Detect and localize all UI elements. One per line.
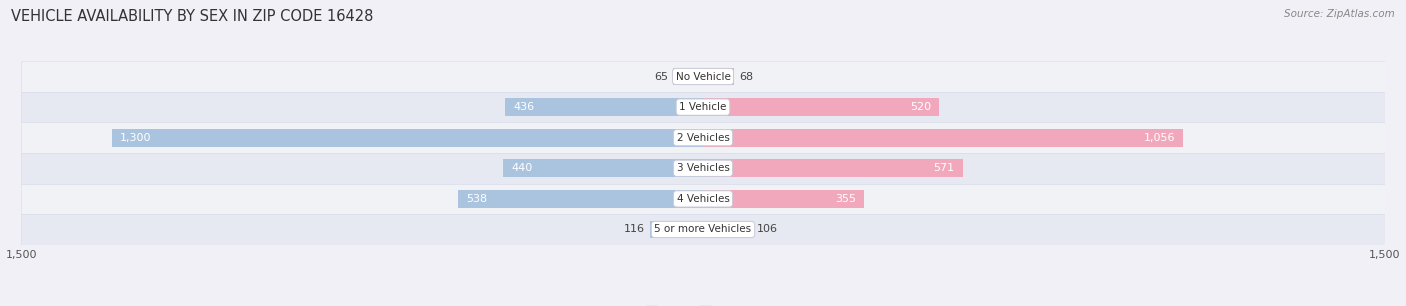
Bar (673, 68, 703, 85)
Bar (650, 221, 703, 238)
Text: 106: 106 (756, 225, 778, 234)
Text: 4 Vehicles: 4 Vehicles (676, 194, 730, 204)
Text: 2 Vehicles: 2 Vehicles (676, 133, 730, 143)
Text: 520: 520 (910, 102, 931, 112)
Text: Source: ZipAtlas.com: Source: ZipAtlas.com (1284, 9, 1395, 19)
Bar (703, 129, 1182, 147)
Text: 571: 571 (934, 163, 955, 173)
Bar (21, 61, 1385, 92)
Bar (703, 159, 963, 177)
Text: 440: 440 (512, 163, 533, 173)
Text: 65: 65 (654, 72, 668, 81)
Text: 355: 355 (835, 194, 856, 204)
Text: 3 Vehicles: 3 Vehicles (676, 163, 730, 173)
Bar (21, 184, 1385, 214)
Text: 68: 68 (740, 72, 754, 81)
Bar (112, 129, 703, 147)
Text: 1,300: 1,300 (120, 133, 152, 143)
Bar (703, 190, 865, 208)
Text: No Vehicle: No Vehicle (675, 72, 731, 81)
Bar (503, 159, 703, 177)
Bar (703, 98, 939, 116)
Text: 116: 116 (624, 225, 645, 234)
Bar (21, 214, 1385, 245)
Text: 1 Vehicle: 1 Vehicle (679, 102, 727, 112)
Bar (21, 122, 1385, 153)
Bar (21, 92, 1385, 122)
Bar (458, 190, 703, 208)
Bar (703, 68, 734, 85)
Text: VEHICLE AVAILABILITY BY SEX IN ZIP CODE 16428: VEHICLE AVAILABILITY BY SEX IN ZIP CODE … (11, 9, 374, 24)
Text: 5 or more Vehicles: 5 or more Vehicles (654, 225, 752, 234)
Text: 538: 538 (467, 194, 488, 204)
Bar (703, 221, 751, 238)
Bar (21, 153, 1385, 184)
Text: 436: 436 (513, 102, 534, 112)
Bar (505, 98, 703, 116)
Text: 1,056: 1,056 (1143, 133, 1175, 143)
